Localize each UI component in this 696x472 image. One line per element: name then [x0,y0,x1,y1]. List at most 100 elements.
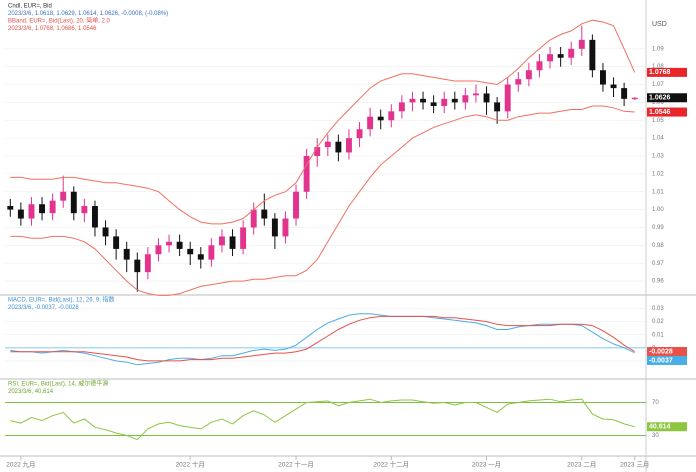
price-tag [647,346,687,356]
x-tick-label: 2023 一月 [472,461,501,469]
y-tick-label: 1.05 [652,118,664,124]
candle-body [176,241,183,249]
y-tick-label: 1.01 [652,189,664,195]
y-tick-label: 70 [652,400,659,406]
y-tick-label: 0.98 [652,243,664,249]
x-tick-label: 2022 九月 [6,460,35,469]
legend-text: Cndl, EUR=, Bid [8,4,52,10]
y-tick-label: 0.03 [652,306,664,312]
candle-body [49,200,56,214]
candle-body [398,102,405,112]
candle-body [483,93,490,103]
candle-body [293,191,300,219]
candle-body [39,204,46,214]
y-tick-label: 1.03 [652,154,664,160]
legend-text: 2023/3/6, 1.0768, 1.0686, 1.0546 [8,26,97,32]
candle-body [166,241,173,246]
candle-body [409,98,416,103]
legend-text: 2023/3/6, 40.614 [8,389,54,395]
y-tick-label: 0.96 [652,279,664,285]
candle-body [420,98,427,103]
candle-body [504,84,511,112]
y-tick-label: 1.06 [652,100,664,106]
price-tag-label: 1.0546 [649,109,671,116]
candle-body [282,218,289,237]
candle-body [451,98,458,103]
bollinger-upper [10,19,636,225]
price-tag-label: -0.0028 [649,348,673,355]
candle-body [525,70,532,80]
x-tick-label: 2023 三月 [620,461,649,469]
candle-body [472,93,479,96]
y-tick-label: 0.01 [652,332,664,338]
candle-body [7,206,14,210]
candle-body [250,209,257,228]
price-tag-label: 1.0626 [649,95,671,102]
candle-body [515,79,522,85]
legend-text: MACD, EUR=, Bid(Last), 12, 26, 9, 指数 [8,296,115,304]
x-tick-label: 2022 十月 [176,460,205,469]
candle-body [388,111,395,121]
candle-body [345,138,352,153]
legend-text: 2023/3/6, 1.0618, 1.0629, 1.0614, 1.0626… [8,11,168,17]
price-tag-label: 40.614 [649,424,671,431]
candle-body [430,102,437,106]
candle-body [144,254,151,273]
candle-body [547,54,554,62]
candle-body [155,245,162,255]
legend-text: BBand, EUR=, Bid(Last), 20, 简单, 2.0 [8,17,111,25]
x-tick-label: 2023 二月 [567,461,596,469]
indicator-line [10,398,635,441]
candle-body [240,227,247,249]
candle-body [441,98,448,106]
candle-body [123,248,130,260]
candle-body [610,84,617,89]
legend-text: 2023/3/6, -0.0037, -0.0028 [8,305,79,311]
y-tick-label: 0.99 [652,225,664,231]
candle-body [91,206,98,228]
candle-body [335,141,342,153]
y-tick-label: 1.07 [652,82,664,88]
candle-body [197,254,204,260]
candle-body [60,191,67,201]
candle-body [599,70,606,85]
candle-body [218,236,225,246]
y-axis-label: USD [652,21,667,28]
y-tick-label: 1.00 [652,207,664,213]
price-tag-label: -0.0037 [649,357,673,364]
price-tag [647,67,687,77]
candle-body [134,259,141,273]
y-tick-label: 1.04 [652,136,664,142]
x-tick-label: 2022 十一月 [278,460,314,469]
candle-body [356,129,363,139]
y-tick-label: 0.97 [652,261,664,267]
candle-body [17,209,24,219]
candle-body [28,204,35,219]
y-tick-label: 30 [652,433,659,439]
candle-body [113,236,120,249]
candle-body [494,102,501,112]
y-tick-label: 1.09 [652,46,664,52]
x-tick-label: 2022 十二月 [373,460,409,469]
candle-body [81,206,88,214]
price-tag [647,107,687,117]
price-tag-label: 1.0768 [649,69,671,76]
candle-body [187,248,194,255]
candle-body [557,54,564,58]
candle-body [536,61,543,71]
candle-body [578,39,585,49]
candle-body [568,48,575,58]
indicator-line [10,315,635,362]
price-tag [647,93,687,103]
candle-body [631,97,638,100]
candle-body [229,236,236,249]
candle-body [324,141,331,148]
candle-body [303,156,310,192]
price-tag [647,355,687,365]
candle-body [70,191,77,214]
legend-text: RSI, EUR=, Bid(Last), 14, 威尔德平滑 [8,380,108,388]
candle-body [271,218,278,237]
candle-body [367,116,374,130]
y-tick-label: 1.08 [652,64,664,70]
